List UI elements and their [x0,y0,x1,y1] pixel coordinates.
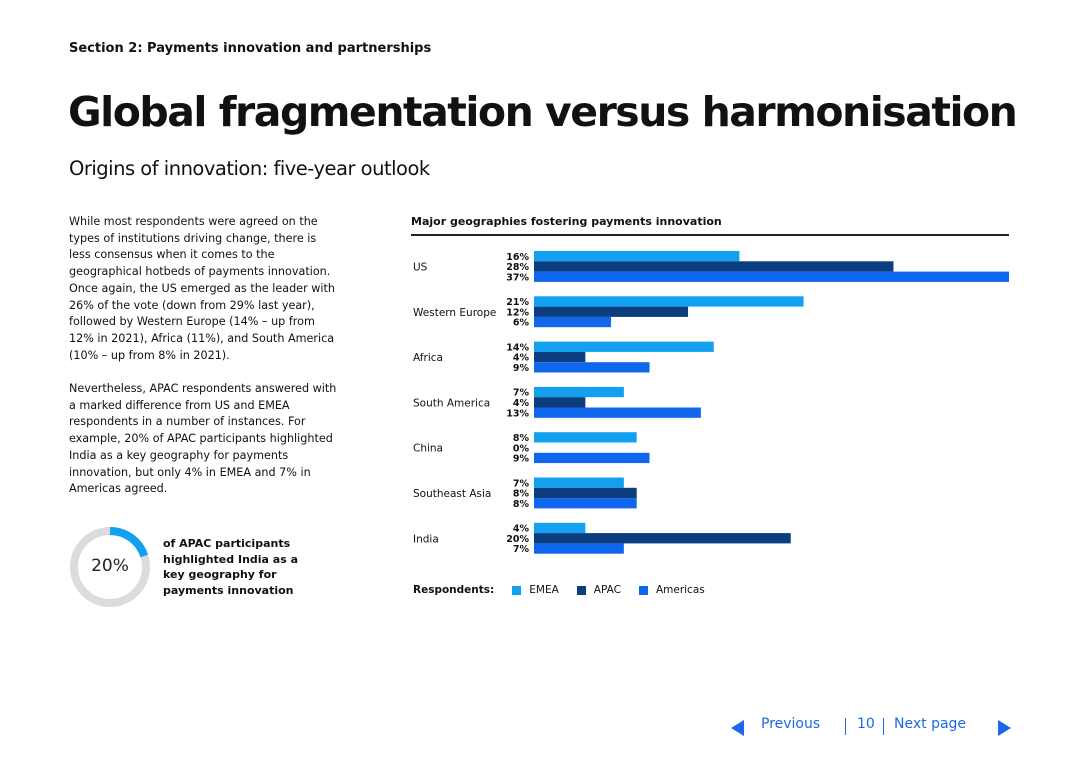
previous-page-link[interactable]: Previous [761,716,821,732]
bar-value-label: 28% [506,262,529,273]
bar-value-label: 8% [513,499,530,510]
nav-divider [845,718,846,735]
legend-item-apac: APAC [576,584,621,596]
bar-value-label: 4% [513,524,530,535]
bar-value-label: 20% [506,534,529,545]
next-page-link[interactable]: Next page [894,716,967,732]
bar [534,543,624,554]
category-label: China [413,443,443,455]
stat-value: 20% [91,556,129,576]
bar [534,452,650,464]
category-label: Africa [413,352,443,364]
page-title: Global fragmentation versus harmonisatio… [68,88,1018,136]
bar-value-label: 16% [506,252,529,263]
legend-swatch-emea [512,585,522,595]
category-label: South America [413,397,490,409]
bar-value-label: 13% [506,408,529,419]
bar [534,386,624,398]
chart-legend: Respondents: EMEA APAC Americas [413,582,723,598]
bar [534,533,791,544]
bar [534,261,894,272]
category-label: India [413,533,439,545]
bar-value-label: 9% [513,363,530,374]
donut-fill [70,527,150,607]
bar [534,407,701,418]
legend-swatch-americas [638,585,648,595]
bar-value-label: 37% [506,272,529,283]
bar-value-label: 12% [506,307,529,318]
stat-donut [70,527,150,607]
bar [534,271,1009,282]
bar-value-label: 14% [506,342,529,353]
bar [534,296,804,307]
bar-value-label: 4% [513,398,530,409]
bar [534,432,637,443]
legend-label-apac: APAC [593,584,621,596]
bar-value-label: 0% [513,443,530,454]
bar [534,498,637,509]
legend-item-emea: EMEA [512,584,559,596]
legend-label-americas: Americas [655,584,705,596]
bar [534,341,714,352]
category-label: Southeast Asia [413,488,491,500]
bar-value-label: 7% [513,544,530,555]
chart-title: Major geographies fostering payments inn… [411,215,722,228]
stat-caption: of APAC participants highlighted India a… [163,537,299,597]
bar [534,251,740,262]
bar [534,316,612,328]
bar-value-label: 4% [513,353,530,364]
bar [534,306,689,317]
bar-value-label: 8% [513,433,530,444]
legend-item-americas: Americas [638,584,705,596]
bar-value-label: 8% [513,489,530,500]
bar-value-label: 6% [513,318,530,329]
nav-divider [883,718,884,735]
body-paragraph-2: Nevertheless, APAC respondents answered … [69,382,337,496]
bar-value-label: 9% [513,454,530,465]
bar-value-label: 21% [506,297,529,308]
body-paragraph-1: While most respondents were agreed on th… [69,215,335,362]
legend-title: Respondents: [413,584,495,596]
legend-label-emea: EMEA [529,584,559,596]
bar [534,522,586,534]
category-label: Western Europe [413,307,496,319]
bar [534,477,624,488]
bar [534,397,586,408]
bar [534,362,650,373]
page-subtitle: Origins of innovation: five-year outlook [69,157,430,180]
next-arrow-icon[interactable] [998,720,1011,736]
category-label: US [413,261,428,273]
bar-chart: US 16%28%37% Western Europe 21%12%6% Africa 1… [413,251,1009,555]
section-label: Section 2: Payments innovation and partn… [69,41,432,56]
previous-arrow-icon[interactable] [731,720,744,736]
bar [534,487,637,499]
chart-title-rule [411,234,1009,236]
bar-value-label: 7% [513,388,530,399]
legend-swatch-apac [576,585,586,595]
page-number: 10 [857,716,875,732]
bar-value-label: 7% [513,478,530,489]
bar [534,351,586,363]
